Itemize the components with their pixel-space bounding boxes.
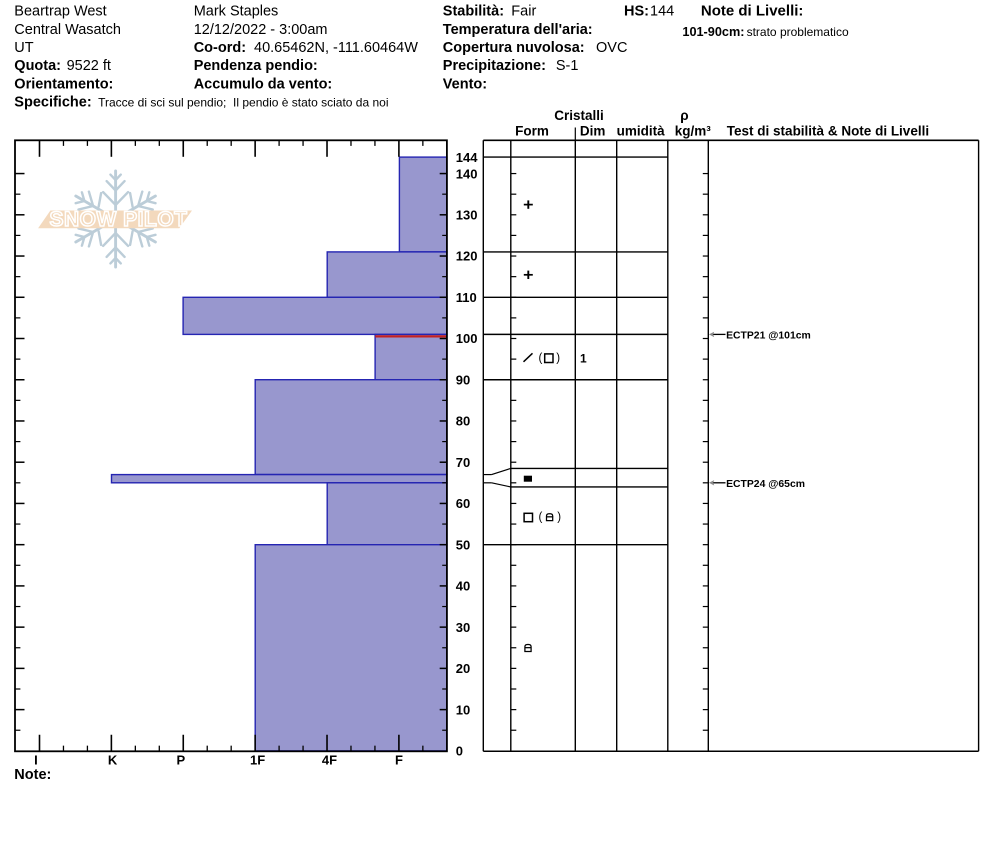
svg-text:101-90cm:: 101-90cm: — [682, 25, 744, 39]
svg-text:Fair: Fair — [511, 4, 536, 20]
svg-text:Stabilità:: Stabilità: — [443, 4, 504, 20]
svg-text:60: 60 — [456, 496, 470, 511]
svg-text:20: 20 — [456, 661, 470, 676]
svg-text:144: 144 — [456, 150, 478, 165]
svg-text:OVC: OVC — [596, 40, 627, 56]
svg-text:40.65462N, -111.60464W: 40.65462N, -111.60464W — [254, 40, 418, 56]
svg-text:Precipitazione:: Precipitazione: — [443, 58, 546, 74]
svg-text:80: 80 — [456, 414, 470, 429]
svg-text:50: 50 — [456, 537, 470, 552]
svg-text:70: 70 — [456, 455, 470, 470]
svg-text:10: 10 — [456, 702, 470, 717]
svg-text:Cristalli: Cristalli — [554, 108, 604, 123]
svg-text:SNOW PILOT: SNOW PILOT — [50, 208, 188, 231]
svg-text:Test di stabilità & Note di Li: Test di stabilità & Note di Livelli — [727, 123, 929, 138]
svg-text:Orientamento:: Orientamento: — [14, 76, 113, 92]
svg-text:S-1: S-1 — [556, 58, 579, 74]
svg-text:HS:: HS: — [624, 4, 649, 20]
svg-text:(: ( — [539, 352, 543, 364]
svg-text:Specifiche:: Specifiche: — [14, 95, 91, 111]
svg-text:1F: 1F — [250, 753, 265, 768]
svg-text:110: 110 — [456, 290, 477, 305]
svg-text:Co-ord:: Co-ord: — [194, 40, 246, 56]
svg-text:Vento:: Vento: — [443, 76, 487, 92]
svg-text:Form: Form — [515, 123, 549, 138]
svg-text:(: ( — [539, 511, 543, 523]
svg-text:Central Wasatch: Central Wasatch — [14, 22, 121, 38]
svg-text:Note:: Note: — [14, 767, 51, 783]
svg-text:140: 140 — [456, 166, 478, 181]
svg-text:40: 40 — [456, 579, 470, 594]
svg-text:ECTP24 @65cm: ECTP24 @65cm — [726, 479, 805, 490]
svg-text:K: K — [108, 753, 118, 768]
svg-text:4F: 4F — [322, 753, 337, 768]
svg-text:Note di Livelli:: Note di Livelli: — [701, 3, 804, 20]
svg-text:Pendenza pendio:: Pendenza pendio: — [194, 58, 318, 74]
svg-text:umidità: umidità — [617, 123, 665, 138]
svg-text:Tracce di sci sul pendio; Il: Tracce di sci sul pendio; Il pendio è st… — [98, 96, 388, 110]
svg-text:130: 130 — [456, 207, 478, 222]
svg-text:12/12/2022 - 3:00am: 12/12/2022 - 3:00am — [194, 22, 328, 38]
svg-text:UT: UT — [14, 40, 33, 56]
svg-text:30: 30 — [456, 620, 470, 635]
svg-text:kg/m³: kg/m³ — [675, 123, 712, 138]
svg-text:Accumulo da vento:: Accumulo da vento: — [194, 76, 333, 92]
svg-text:Beartrap West: Beartrap West — [14, 4, 106, 20]
svg-text:100: 100 — [456, 331, 478, 346]
svg-text:Quota:: Quota: — [14, 58, 61, 74]
svg-text:ECTP21 @101cm: ECTP21 @101cm — [726, 331, 811, 342]
svg-text:Dim: Dim — [580, 123, 606, 138]
svg-text:Mark Staples: Mark Staples — [194, 4, 279, 20]
svg-text:0: 0 — [456, 744, 463, 759]
svg-text:120: 120 — [456, 249, 478, 264]
svg-text:144: 144 — [650, 4, 674, 20]
svg-text:): ) — [556, 352, 560, 364]
svg-text:I: I — [34, 753, 38, 768]
svg-text:F: F — [395, 753, 403, 768]
svg-text:Copertura nuvolosa:: Copertura nuvolosa: — [443, 40, 585, 56]
svg-text:): ) — [557, 511, 561, 523]
svg-text:strato problematico: strato problematico — [747, 25, 849, 39]
svg-text:9522 ft: 9522 ft — [67, 58, 111, 74]
svg-text:90: 90 — [456, 372, 470, 387]
svg-text:ρ: ρ — [680, 108, 688, 123]
svg-text:P: P — [176, 753, 185, 768]
svg-text:Temperatura dell'aria:: Temperatura dell'aria: — [443, 22, 593, 38]
svg-text:1: 1 — [580, 352, 587, 366]
